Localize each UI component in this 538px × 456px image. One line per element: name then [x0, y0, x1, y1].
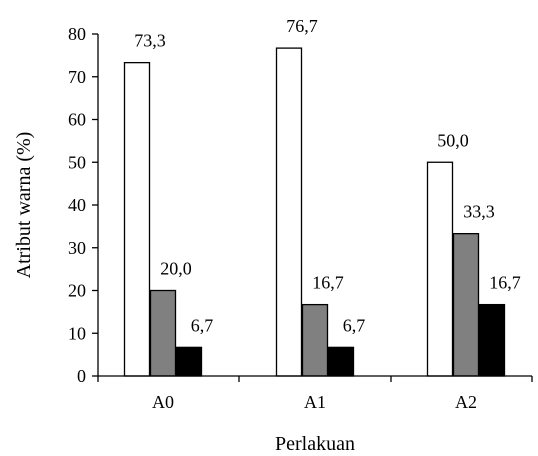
- y-tick-label: 0: [77, 366, 86, 386]
- x-category-label-a0: A0: [152, 392, 174, 412]
- y-tick-label: 50: [68, 152, 86, 172]
- bar-s1-a1: [275, 47, 303, 377]
- bars-group: [123, 47, 506, 377]
- bar-s1-a2: [426, 161, 454, 377]
- bar-s2-a1: [301, 303, 329, 377]
- y-tick-label: 20: [68, 281, 86, 301]
- data-label-s3-a0: 6,7: [191, 315, 214, 335]
- x-axis-title: Perlakuan: [275, 433, 355, 455]
- y-tick-label: 40: [68, 195, 86, 215]
- y-tick-label: 60: [68, 110, 86, 130]
- x-category-label-a1: A1: [304, 392, 326, 412]
- y-axis-title: Atribut warna (%): [13, 132, 35, 279]
- data-label-s1-a0: 73,3: [134, 31, 166, 51]
- data-label-s1-a1: 76,7: [286, 16, 318, 36]
- bar-s1-a0: [123, 61, 151, 377]
- data-label-s2-a2: 33,3: [463, 202, 495, 222]
- y-tick-label: 70: [68, 67, 86, 87]
- data-label-s3-a1: 6,7: [343, 315, 366, 335]
- y-tick-label: 80: [68, 24, 86, 44]
- data-label-s3-a2: 16,7: [489, 273, 521, 293]
- bar-s3-a2: [478, 303, 506, 377]
- data-label-s1-a2: 50,0: [437, 130, 469, 150]
- x-category-label-a2: A2: [455, 392, 477, 412]
- data-label-s2-a0: 20,0: [160, 259, 192, 279]
- axes-group: 0 10 20 30 40 50 60 70 80 A0 A1 A2: [68, 24, 533, 412]
- data-labels-group: 73,3 76,7 50,0 20,0 16,7 33,3 6,7 6,7 16,7: [134, 16, 521, 335]
- y-tick-label: 30: [68, 238, 86, 258]
- bar-s2-a0: [149, 289, 177, 377]
- y-tick-label: 10: [68, 323, 86, 343]
- bar-s3-a0: [175, 346, 203, 377]
- bar-s2-a2: [452, 232, 480, 377]
- data-label-s2-a1: 16,7: [312, 273, 344, 293]
- bar-s3-a1: [327, 346, 355, 377]
